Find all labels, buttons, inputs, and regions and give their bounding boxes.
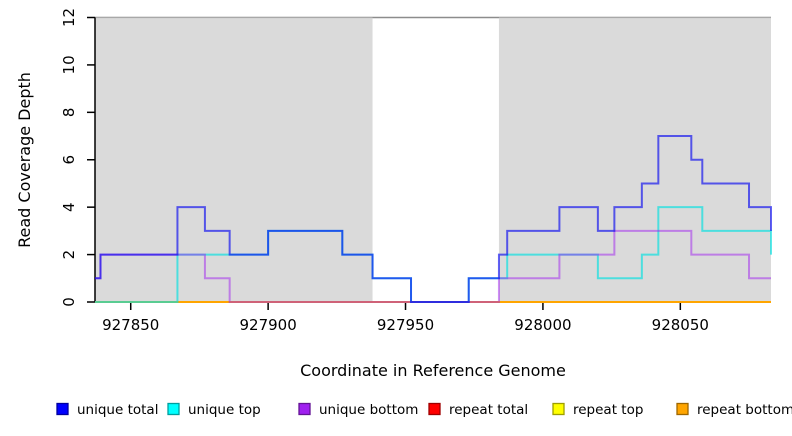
legend-swatch-repeat-top [552,402,565,416]
legend-swatch-repeat-bottom [676,402,689,416]
legend-label-unique-total: unique total [77,402,158,418]
y-tick-label: 2 [60,250,78,260]
x-tick-label: 927950 [377,316,434,334]
shaded-regions [95,17,771,302]
legend-label-repeat-bottom: repeat bottom [697,402,792,418]
y-tick-label: 8 [60,108,78,118]
legend: unique total unique top unique bottom repea… [56,402,792,418]
y-axis-title: Read Coverage Depth [15,72,34,248]
shaded-region-2 [498,17,771,302]
legend-label-unique-bottom: unique bottom [319,402,418,418]
series-unique-bottom [95,229,771,303]
shaded-region-1 [95,17,373,302]
y-tick-label: 6 [60,155,78,165]
y-tick-label: 4 [60,202,78,212]
x-tick-label: 928050 [652,316,709,334]
x-tick-label: 927900 [239,316,296,334]
data-series [95,135,772,303]
legend-label-repeat-total: repeat total [449,402,528,418]
legend-label-repeat-top: repeat top [573,402,643,418]
series-unique-total [95,135,772,303]
y-tick-label: 10 [60,55,78,74]
legend-swatch-unique-top [167,402,180,416]
y-tick-label: 0 [60,297,78,307]
legend-label-unique-top: unique top [188,402,261,418]
legend-swatch-unique-total [56,402,69,416]
x-tick-label: 928000 [514,316,571,334]
x-axis-title: Coordinate in Reference Genome [300,361,566,380]
y-tick-label: 12 [60,8,78,27]
legend-swatch-repeat-total [428,402,441,416]
legend-swatch-unique-bottom [298,402,311,416]
x-tick-label: 927850 [102,316,159,334]
